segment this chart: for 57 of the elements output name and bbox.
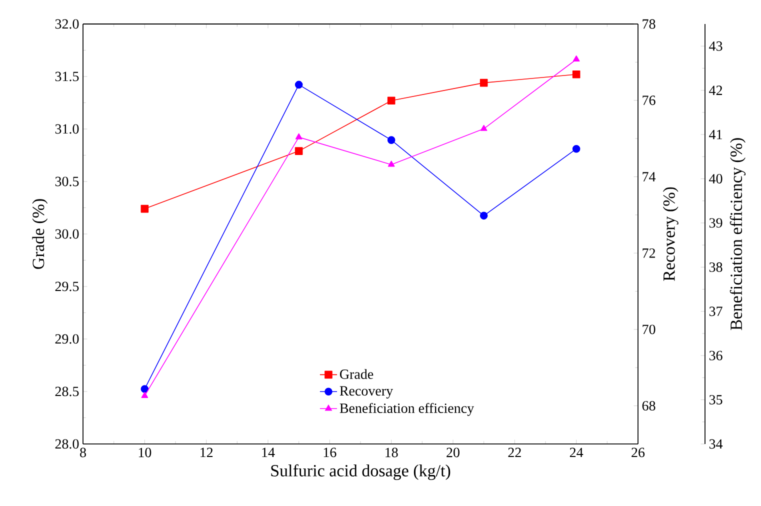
y2-tick-label: 74 <box>642 172 656 182</box>
legend-label: Recovery <box>340 386 394 399</box>
point <box>294 147 303 155</box>
x-tick-label: 16 <box>324 448 336 458</box>
y-tick-label: 28.5 <box>55 386 79 396</box>
y-axis-title: Grade (%) <box>32 199 48 269</box>
y-tick-label: 28.0 <box>55 439 79 449</box>
y3-tick-label: 39 <box>709 218 722 228</box>
y3-tick-label: 34 <box>709 439 723 449</box>
point <box>140 204 149 213</box>
x-tick-label: 8 <box>80 448 86 458</box>
point <box>572 144 580 153</box>
x-tick-label: 18 <box>386 448 398 458</box>
y3-tick-label: 40 <box>709 174 722 184</box>
y-tick-label: 30.5 <box>55 176 79 186</box>
x-tick-label: 24 <box>570 448 584 458</box>
y-tick-label: 29.5 <box>55 282 79 292</box>
y-tick-label: 31.5 <box>55 72 79 82</box>
point <box>572 55 580 62</box>
x-tick-label: 26 <box>632 448 645 458</box>
point <box>388 160 395 167</box>
y-tick-label: 29.0 <box>55 334 79 344</box>
y-tick-label: 31.0 <box>55 124 79 134</box>
y2-tick-label: 72 <box>642 248 656 258</box>
point <box>295 133 302 140</box>
y3-tick-label: 35 <box>709 395 722 404</box>
y-tick-label: 32.0 <box>55 19 79 29</box>
point <box>387 96 396 105</box>
y3-tick-label: 43 <box>709 41 722 51</box>
y2-tick-label: 78 <box>642 19 656 29</box>
y2-tick-label: 76 <box>642 96 656 106</box>
y2-tick-label: 70 <box>642 324 656 334</box>
point <box>141 392 148 398</box>
point <box>140 385 149 393</box>
x-tick-label: 14 <box>262 448 275 458</box>
legend-label: Beneficiation efficiency <box>340 402 474 416</box>
x-tick-label: 12 <box>200 448 213 458</box>
y3-tick-label: 38 <box>709 262 722 272</box>
point <box>294 80 303 89</box>
point <box>572 70 580 78</box>
y2-axis-title: Recovery (%) <box>662 187 678 281</box>
point <box>387 136 396 144</box>
point <box>480 78 488 87</box>
y3-axis-title: Beneficiation efficiency (%) <box>730 138 746 330</box>
x-axis-title: Sulfuric acid dosage (kg/t) <box>271 464 450 480</box>
x-tick-label: 10 <box>138 448 152 458</box>
y-tick-label: 30.0 <box>55 229 79 239</box>
y3-tick-label: 36 <box>709 350 722 360</box>
y3-tick-label: 37 <box>709 306 722 316</box>
y2-tick-label: 68 <box>642 401 656 411</box>
point <box>480 124 488 131</box>
x-tick-label: 20 <box>446 448 460 458</box>
point <box>480 212 488 220</box>
y3-tick-label: 42 <box>709 86 722 95</box>
x-tick-label: 22 <box>508 448 521 458</box>
y3-tick-label: 41 <box>709 130 722 140</box>
legend-label: Grade <box>340 369 374 379</box>
